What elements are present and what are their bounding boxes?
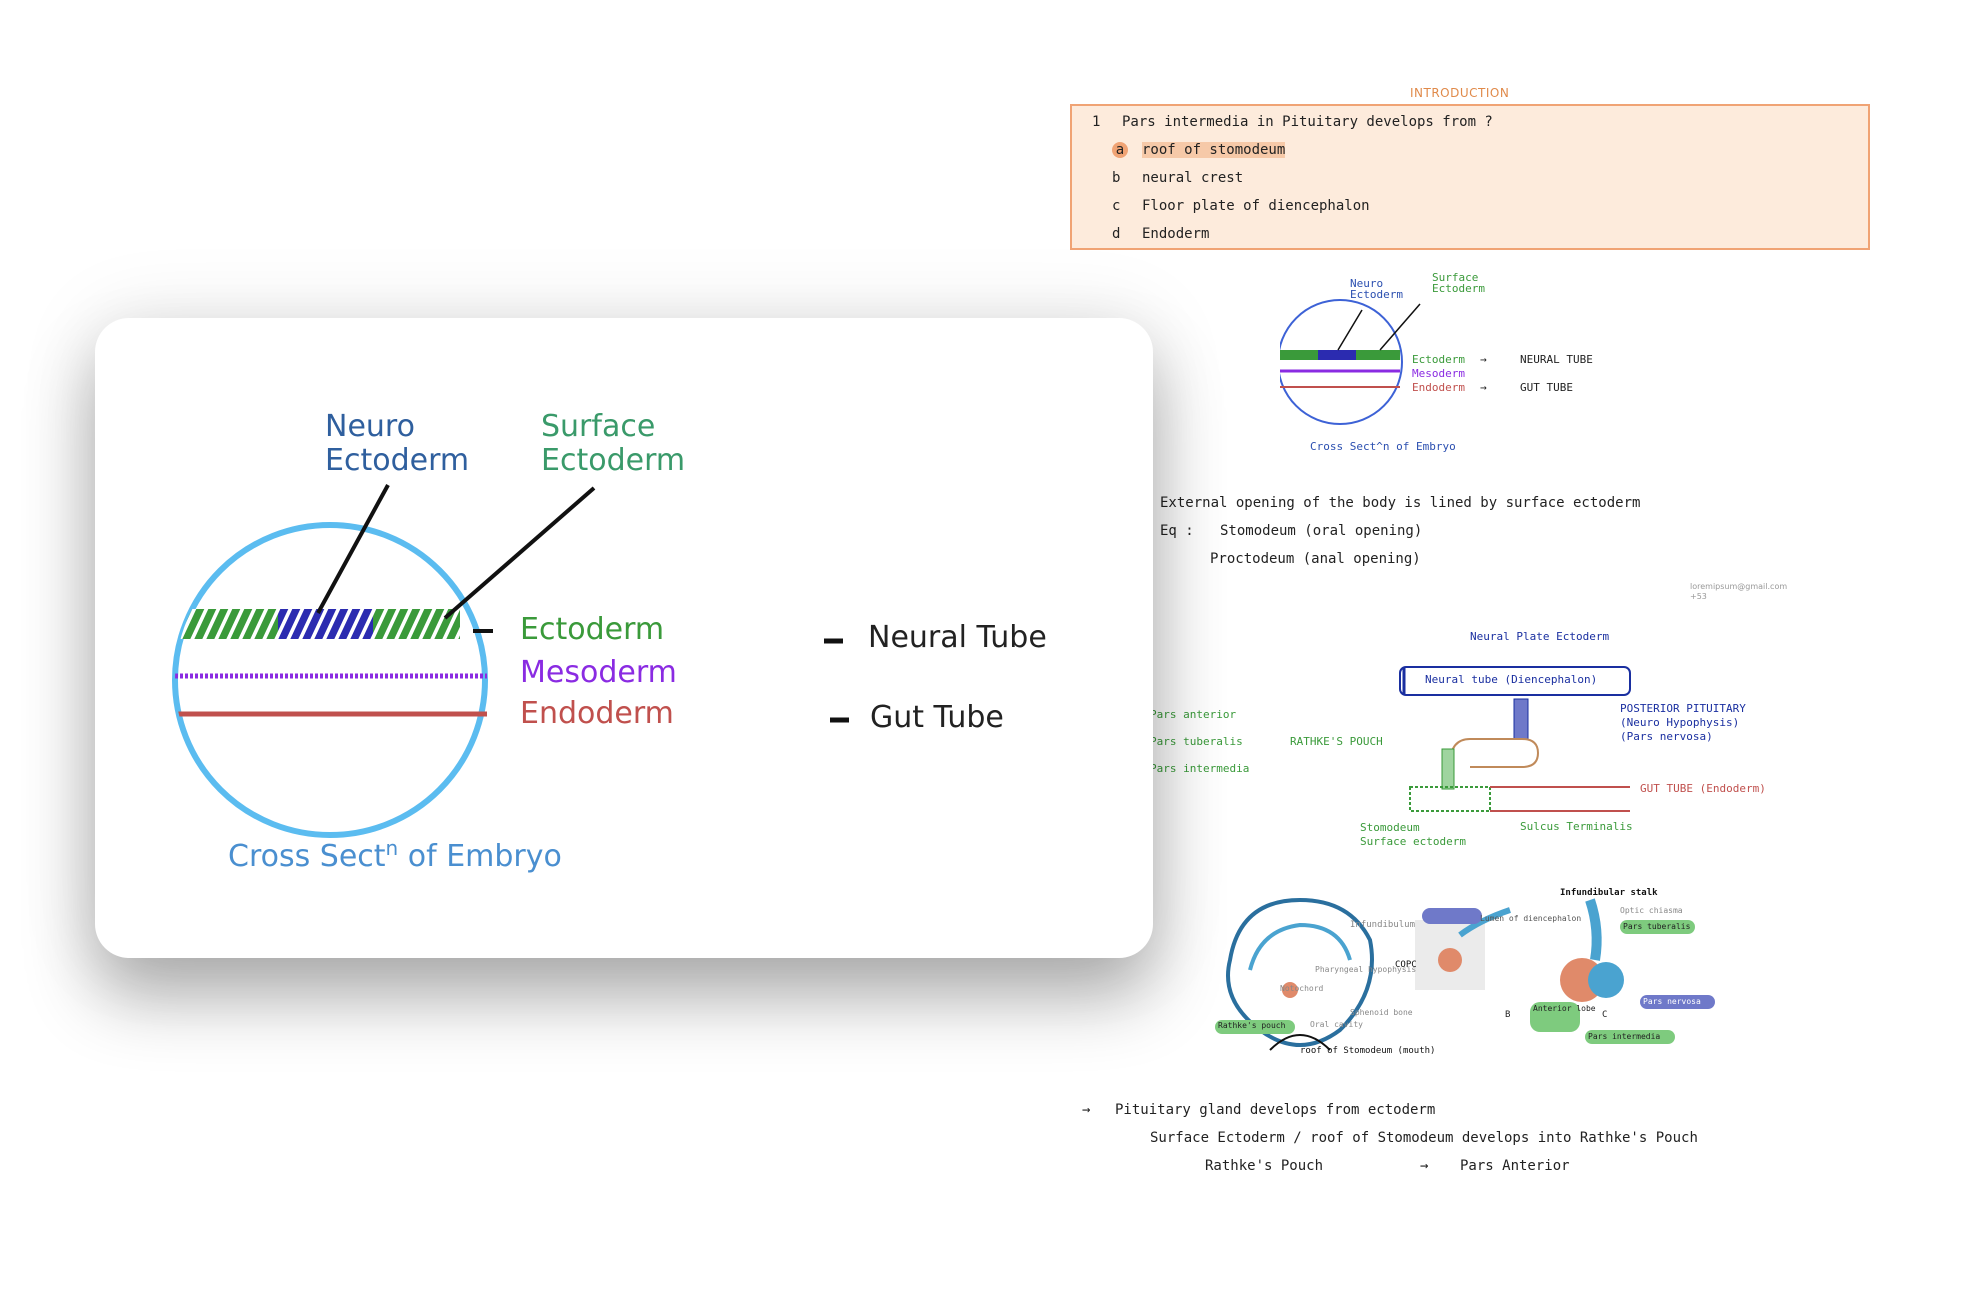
caption-suffix: of Embryo	[398, 839, 562, 874]
mcq-option-letter: d	[1112, 226, 1121, 242]
pouch-sulcus-terminalis-label: Sulcus Terminalis	[1520, 820, 1633, 833]
mcq-option-c[interactable]: c Floor plate of diencephalon	[1112, 198, 1370, 214]
ectoderm-label: Ectoderm	[520, 612, 665, 647]
small-neural-tube-label: NEURAL TUBE	[1520, 353, 1593, 366]
pouch-gut-tube-label: GUT TUBE (Endoderm)	[1640, 782, 1766, 795]
mcq-option-text: Floor plate of diencephalon	[1142, 198, 1370, 214]
small-arrow-2: →	[1480, 381, 1487, 394]
bottom-line-2: Surface Ectoderm / roof of Stomodeum dev…	[1150, 1130, 1698, 1146]
anat-lumen-of-diencephalon: Lumen of diencephalon	[1480, 914, 1582, 923]
small-ectoderm-label: Ectoderm	[1412, 353, 1465, 366]
pouch-pars-tuberalis-label: Pars tuberalis	[1150, 735, 1243, 748]
neuro-ectoderm-label: Neuro Ectoderm	[325, 410, 469, 478]
mcq-question: 1 Pars intermedia in Pituitary develops f…	[1092, 114, 1493, 130]
watermark-phone: +53	[1690, 592, 1707, 601]
pouch-rathkes-pouch-label: RATHKE'S POUCH	[1290, 735, 1383, 748]
note-line-2: Stomodeum (oral opening)	[1220, 523, 1423, 539]
bottom-line-3b: Pars Anterior	[1460, 1158, 1570, 1174]
mcq-question-text: Pars intermedia in Pituitary develops fr…	[1122, 114, 1493, 130]
mcq-option-letter: b	[1112, 170, 1121, 186]
anat-pars-intermedia: Pars intermedia	[1588, 1032, 1661, 1041]
note-line-3: Proctodeum (anal opening)	[1210, 551, 1421, 567]
pouch-pars-nervosa-label: (Pars nervosa)	[1620, 730, 1713, 743]
caption-prefix: Cross Sect	[228, 839, 386, 874]
anat-pars-nervosa: Pars nervosa	[1643, 997, 1701, 1006]
mcq-option-letter: c	[1112, 198, 1121, 214]
small-gut-tube-label: GUT TUBE	[1520, 381, 1573, 394]
bottom-line-3a: Rathke's Pouch	[1205, 1158, 1324, 1174]
anat-anterior-lobe: Anterior lobe	[1533, 1004, 1596, 1013]
notes-page: INTRODUCTION 1 Pars intermedia in Pituita…	[1060, 80, 1940, 1240]
anat-notochord: Notochord	[1280, 984, 1324, 993]
surface-ectoderm-label-line2: Ectoderm	[541, 443, 686, 478]
small-mesoderm-label: Mesoderm	[1412, 367, 1465, 380]
pouch-surface-ectoderm-label: Surface ectoderm	[1360, 835, 1466, 848]
pouch-stomodeum-label: Stomodeum	[1360, 821, 1420, 834]
neuro-pointer-line	[316, 484, 390, 614]
mcq-box: 1 Pars intermedia in Pituitary develops f…	[1070, 104, 1870, 250]
anat-rathkes-pouch: Rathke's pouch	[1218, 1021, 1286, 1030]
mesoderm-label: Mesoderm	[520, 655, 677, 690]
anat-oral-cavity: Oral cavity	[1310, 1020, 1363, 1029]
mcq-option-a[interactable]: a roof of stomodeum	[1112, 142, 1286, 158]
note-line-2-prefix: Eq :	[1160, 523, 1194, 539]
anat-infundibular-stalk: Infundibular stalk	[1560, 888, 1658, 898]
pouch-neural-plate-label: Neural Plate Ectoderm	[1470, 630, 1610, 643]
endoderm-label: Endoderm	[520, 696, 674, 731]
neural-tube-label: Neural Tube	[868, 620, 1047, 655]
bottom-line-1: Pituitary gland develops from ectoderm	[1115, 1102, 1436, 1118]
intro-title: INTRODUCTION	[1410, 86, 1510, 100]
cross-section-svg	[172, 484, 849, 838]
embryo-circle	[172, 522, 488, 838]
pouch-pars-intermedia-label: Pars intermedia	[1150, 762, 1250, 775]
small-caption: Cross Sect^n of Embryo	[1310, 440, 1456, 453]
small-arrow-1: →	[1480, 353, 1487, 366]
neuro-ectoderm-band	[278, 609, 373, 639]
pouch-posterior-pituitary-label: POSTERIOR PITUITARY	[1620, 702, 1746, 715]
anat-infundibulum: Infundibulum	[1350, 920, 1416, 930]
note-line-1: External opening of the body is lined by…	[1160, 495, 1641, 511]
neuro-ectoderm-label-line2: Ectoderm	[325, 443, 470, 478]
anat-roof-of-stomodeum: roof of Stomodeum (mouth)	[1300, 1046, 1436, 1056]
anat-optic-chiasma: Optic chiasma	[1620, 906, 1683, 915]
anat-sphenoid-bone: Sphenoid bone	[1350, 1008, 1413, 1017]
pouch-neuro-hypophysis-label: (Neuro Hypophysis)	[1620, 716, 1740, 729]
neuro-ectoderm-label-line1: Neuro	[325, 409, 415, 444]
anat-copc: COPC	[1395, 960, 1417, 970]
anat-pharyngeal-hypophysis: Pharyngeal hypophysis	[1315, 965, 1417, 974]
watermark-email: loremipsum@gmail.com	[1690, 582, 1788, 591]
rathkes-pouch-diagram	[1399, 666, 1631, 812]
small-neuro-ectoderm-label: Neuro Ectoderm	[1350, 277, 1403, 301]
pituitary-anatomy-illustration	[1215, 897, 1715, 1051]
bottom-arrow-2: →	[1420, 1158, 1429, 1174]
surface-pointer-line	[443, 486, 596, 620]
mcq-option-d[interactable]: d Endoderm	[1112, 226, 1209, 242]
surface-ectoderm-label: Surface Ectoderm	[541, 410, 685, 478]
mcq-option-b[interactable]: b neural crest	[1112, 170, 1243, 186]
mcq-option-text: Endoderm	[1142, 226, 1210, 242]
small-endoderm-label: Endoderm	[1412, 381, 1465, 394]
gut-tube-label: Gut Tube	[870, 700, 1004, 735]
mcq-option-text: roof of stomodeum	[1142, 142, 1286, 158]
anat-letter-b: B	[1505, 1010, 1511, 1020]
small-surface-ectoderm-label: Surface Ectoderm	[1432, 271, 1485, 295]
mcq-option-text: neural crest	[1142, 170, 1244, 186]
anat-letter-c: C	[1602, 1010, 1608, 1020]
anat-pars-tuberalis: Pars tuberalis	[1623, 922, 1691, 931]
cross-section-caption: Cross Sectn of Embryo	[228, 836, 562, 874]
zoomed-diagram-popup[interactable]: Neuro Ectoderm Surface Ectoderm Ectoderm…	[95, 318, 1153, 958]
pouch-pars-anterior-label: Pars anterior	[1150, 708, 1237, 721]
caption-superscript: n	[385, 836, 399, 860]
mcq-number: 1	[1092, 114, 1101, 130]
surface-ectoderm-label-line1: Surface	[541, 409, 656, 444]
bottom-arrow-1: →	[1082, 1102, 1091, 1118]
small-cross-section-diagram	[1280, 299, 1421, 425]
mcq-option-letter: a	[1112, 142, 1128, 158]
pouch-neural-tube-label: Neural tube (Diencephalon)	[1425, 673, 1598, 686]
